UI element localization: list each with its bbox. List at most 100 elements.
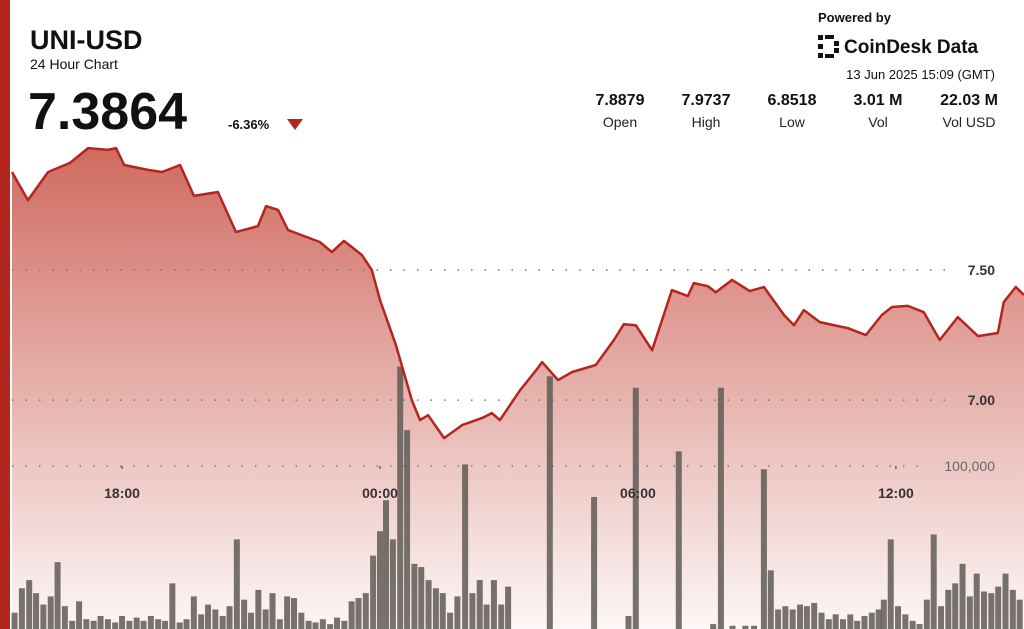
volume-bar xyxy=(26,580,33,629)
volume-bar xyxy=(255,589,262,629)
volume-bar xyxy=(305,620,312,629)
volume-bar xyxy=(1016,599,1023,629)
volume-bar xyxy=(54,562,61,629)
volume-bar xyxy=(811,602,818,629)
volume-bar xyxy=(404,430,411,629)
volume-bar xyxy=(133,617,140,629)
volume-bar xyxy=(966,596,973,629)
stat-label: Vol xyxy=(868,114,887,130)
volume-bar xyxy=(284,596,291,629)
volume-bar xyxy=(397,366,404,629)
volume-bar xyxy=(775,609,782,629)
volume-bar xyxy=(389,539,396,629)
volume-bar xyxy=(875,609,882,629)
volume-bar xyxy=(767,570,774,629)
volume-bar xyxy=(454,596,461,629)
volume-bar xyxy=(995,586,1002,629)
volume-bar xyxy=(212,609,219,629)
timestamp: 13 Jun 2025 15:09 (GMT) xyxy=(846,67,995,82)
volume-bar xyxy=(832,614,839,629)
volume-bar xyxy=(233,539,240,629)
volume-bar xyxy=(498,604,505,629)
volume-bar xyxy=(447,612,454,629)
volume-bar xyxy=(945,589,952,629)
volume-bar xyxy=(40,604,47,629)
volume-bar xyxy=(902,614,909,629)
volume-bar xyxy=(469,593,476,629)
volume-bar xyxy=(1002,573,1009,629)
symbol: UNI-USD xyxy=(30,25,143,55)
volume-bar xyxy=(190,596,197,629)
volume-bar xyxy=(490,580,497,629)
stat-label: Vol USD xyxy=(943,114,996,130)
stat-label: High xyxy=(692,114,721,130)
volume-bar xyxy=(505,586,512,629)
logo-icon xyxy=(818,35,839,58)
volume-bar xyxy=(818,612,825,629)
volume-bar xyxy=(269,593,276,629)
volume-bar xyxy=(47,596,54,629)
volume-bar xyxy=(341,620,348,629)
volume-bar xyxy=(868,612,875,629)
volume-bar xyxy=(880,599,887,629)
change: -6.36% xyxy=(228,117,270,132)
volume-bar xyxy=(717,387,724,629)
y-tick-label: 7.00 xyxy=(968,392,995,408)
stat-value: 22.03 M xyxy=(940,92,998,109)
volume-bar xyxy=(432,588,439,629)
volume-bar xyxy=(959,563,966,629)
volume-bar xyxy=(789,609,796,629)
volume-bar xyxy=(112,622,119,629)
volume-bar xyxy=(198,614,205,629)
volume-bar xyxy=(104,619,111,629)
accent-bar xyxy=(0,0,10,629)
volume-bar xyxy=(483,604,490,629)
volume-bar xyxy=(854,620,861,629)
plot: 7.00 7.50 100,000 18:00 00:00 06:00 12:00 xyxy=(10,146,1024,629)
stat-value: 7.8879 xyxy=(596,92,645,109)
stat-value: 6.8518 xyxy=(768,92,817,109)
volume-bar xyxy=(169,583,176,629)
volume-bar xyxy=(710,624,717,629)
volume-bar xyxy=(938,606,945,629)
volume-bar xyxy=(205,604,212,629)
volume-bar xyxy=(782,606,789,629)
volume-bar xyxy=(1009,589,1016,629)
volume-bar xyxy=(476,580,483,629)
volume-bar xyxy=(988,593,995,629)
volume-bar xyxy=(439,593,446,629)
volume-bar xyxy=(729,625,736,629)
volume-bar xyxy=(162,620,169,629)
volume-bar xyxy=(119,615,126,629)
volume-bar xyxy=(319,619,326,629)
volume-bar xyxy=(241,599,248,629)
volume-bar xyxy=(11,612,18,629)
stats: 7.8879 Open 7.9737 High 6.8518 Low 3.01 M Vol 22… xyxy=(596,92,998,130)
volume-bar xyxy=(334,617,341,629)
volume-bar xyxy=(140,620,147,629)
volume-bar xyxy=(973,573,980,629)
volume-bar xyxy=(83,619,90,629)
volume-bar xyxy=(355,598,362,629)
volume-bar xyxy=(546,376,553,629)
volume-bar xyxy=(183,619,190,629)
stat-label: Open xyxy=(603,114,637,130)
volume-bar xyxy=(291,598,298,629)
price-area xyxy=(12,148,1024,629)
volume-bar xyxy=(219,615,226,629)
volume-bar xyxy=(61,606,68,629)
volume-bar xyxy=(760,469,767,629)
volume-bar xyxy=(383,500,390,629)
volume-bar xyxy=(176,622,183,629)
volume-bar xyxy=(370,555,377,629)
volume-bar xyxy=(97,615,104,629)
brand-name: CoinDesk Data xyxy=(844,37,979,58)
volume-bar xyxy=(147,615,154,629)
volume-bar xyxy=(462,464,469,629)
volume-bar xyxy=(262,609,269,629)
down-arrow xyxy=(287,119,303,130)
volume-bar xyxy=(411,563,418,629)
y-tick-label: 7.50 xyxy=(968,262,995,278)
x-tick-label: 00:00 xyxy=(362,485,398,501)
